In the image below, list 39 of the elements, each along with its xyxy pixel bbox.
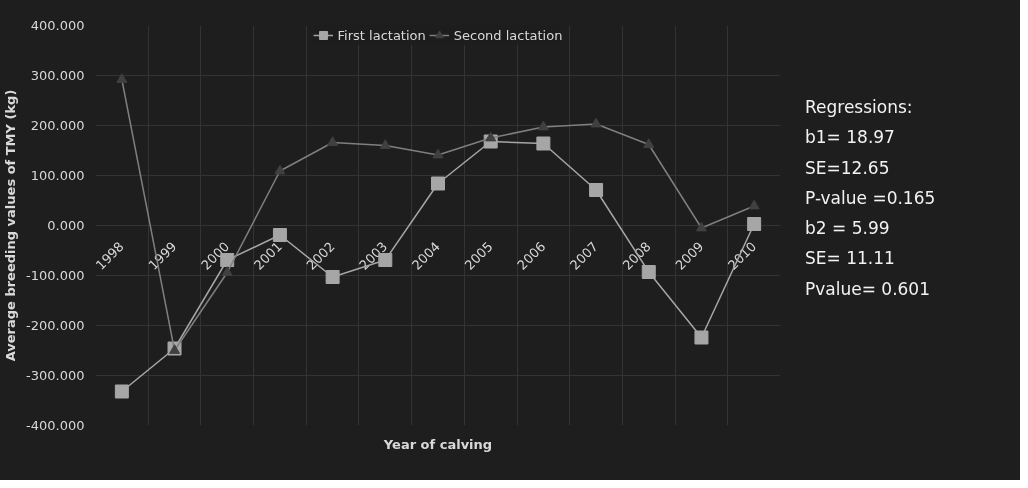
point bbox=[485, 131, 497, 142]
point bbox=[272, 228, 287, 242]
point bbox=[274, 164, 286, 175]
point bbox=[747, 217, 762, 231]
text: SE=12.65 bbox=[805, 156, 891, 180]
point bbox=[114, 384, 129, 399]
text: SE= 11.11 bbox=[805, 247, 896, 271]
point bbox=[589, 183, 604, 197]
point bbox=[748, 199, 760, 210]
text: Regressions: bbox=[805, 96, 914, 119]
text: b2 = 5.99 bbox=[805, 217, 891, 241]
point bbox=[432, 148, 444, 159]
y-tick-label: 0.000 bbox=[47, 218, 85, 233]
point bbox=[695, 221, 707, 232]
y-tick-label: -400.000 bbox=[26, 418, 85, 433]
text: Pvalue= 0.601 bbox=[805, 277, 931, 301]
point bbox=[325, 270, 340, 284]
legend-label: Second lactation bbox=[453, 27, 563, 43]
point bbox=[537, 120, 549, 131]
point bbox=[590, 117, 602, 128]
point bbox=[116, 73, 128, 83]
point bbox=[431, 176, 445, 191]
point bbox=[643, 138, 655, 148]
y-tick-label: -300.000 bbox=[26, 368, 85, 383]
y-axis-title: Average breeding values of TMY (kg) bbox=[3, 89, 19, 362]
y-tick-label: -200.000 bbox=[26, 318, 85, 333]
y-tick-label: 300.000 bbox=[30, 68, 85, 83]
legend-label: First lactation bbox=[337, 27, 426, 43]
point bbox=[536, 136, 551, 151]
point bbox=[327, 136, 339, 146]
y-tick-label: -100.000 bbox=[26, 268, 85, 283]
y-tick-label: 100.000 bbox=[30, 168, 85, 183]
x-axis-title: Year of calving bbox=[382, 436, 493, 452]
text: b1= 18.97 bbox=[805, 126, 896, 150]
text: P-value =0.165 bbox=[805, 186, 936, 210]
point bbox=[694, 330, 709, 345]
point bbox=[379, 139, 391, 149]
y-tick-label: 400.000 bbox=[30, 18, 85, 33]
y-tick-label: 200.000 bbox=[30, 118, 85, 133]
